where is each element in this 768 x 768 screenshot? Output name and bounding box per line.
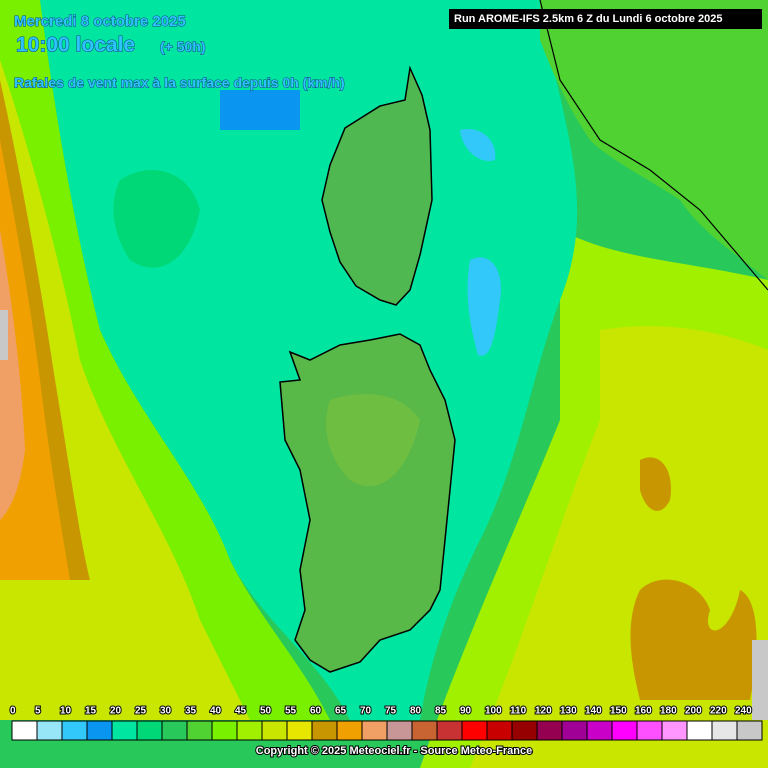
- legend-swatch: [236, 720, 263, 741]
- legend-swatch: [161, 720, 188, 741]
- legend: 0 5 10 15 20 25 30 35 40 45 50 55 60 65 70 75 80 85 90 100 1…: [9, 705, 763, 741]
- legend-swatch: [61, 720, 88, 741]
- legend-swatch: [461, 720, 488, 741]
- legend-label: 140: [585, 706, 602, 717]
- legend-swatch: [186, 720, 213, 741]
- legend-swatch: [486, 720, 513, 741]
- legend-swatch: [211, 720, 238, 741]
- legend-label: 20: [110, 706, 122, 717]
- legend-label: 75: [385, 706, 397, 717]
- legend-swatch: [711, 720, 738, 741]
- legend-swatch: [361, 720, 388, 741]
- forecast-date: Mercredi 8 octobre 2025: [14, 13, 186, 30]
- forecast-time: 10:00 locale: [16, 34, 135, 57]
- legend-label: 120: [535, 706, 552, 717]
- legend-label: 80: [410, 706, 422, 717]
- legend-swatch: [511, 720, 538, 741]
- legend-label: 30: [160, 706, 172, 717]
- legend-label: 110: [510, 706, 527, 717]
- legend-label: 180: [660, 706, 677, 717]
- legend-swatch: [286, 720, 313, 741]
- legend-swatch: [261, 720, 288, 741]
- run-info: Run AROME-IFS 2.5km 6 Z du Lundi 6 octob…: [454, 13, 723, 25]
- legend-label: 130: [560, 706, 577, 717]
- legend-label: 25: [135, 706, 147, 717]
- parameter-title: Rafales de vent max à la surface depuis …: [14, 75, 345, 91]
- legend-swatch: [411, 720, 438, 741]
- legend-label: 65: [335, 706, 347, 717]
- legend-swatch: [736, 720, 763, 741]
- legend-swatch: [11, 720, 38, 741]
- legend-swatch: [86, 720, 113, 741]
- legend-label: 60: [310, 706, 322, 717]
- legend-label: 200: [685, 706, 702, 717]
- legend-swatch: [561, 720, 588, 741]
- legend-label: 55: [285, 706, 297, 717]
- legend-swatch: [661, 720, 688, 741]
- legend-label: 100: [485, 706, 502, 717]
- legend-label: 160: [635, 706, 652, 717]
- legend-swatch: [36, 720, 63, 741]
- legend-label: 45: [235, 706, 247, 717]
- copyright: Copyright © 2025 Meteociel.fr - Source M…: [256, 745, 532, 757]
- legend-label: 15: [85, 706, 97, 717]
- legend-label: 220: [710, 706, 727, 717]
- legend-swatch: [336, 720, 363, 741]
- legend-label: 240: [735, 706, 752, 717]
- legend-swatch: [611, 720, 638, 741]
- legend-swatch: [136, 720, 163, 741]
- legend-swatch: [111, 720, 138, 741]
- legend-swatch: [386, 720, 413, 741]
- legend-swatch: [636, 720, 663, 741]
- legend-label: 50: [260, 706, 272, 717]
- forecast-lead: (+ 50h): [160, 39, 206, 55]
- legend-swatch: [311, 720, 338, 741]
- legend-swatch: [536, 720, 563, 741]
- legend-label: 70: [360, 706, 372, 717]
- legend-label: 5: [35, 706, 41, 717]
- legend-swatch: [436, 720, 463, 741]
- legend-label: 0: [10, 706, 16, 717]
- legend-label: 150: [610, 706, 627, 717]
- legend-label: 90: [460, 706, 472, 717]
- legend-label: 85: [435, 706, 447, 717]
- run-box: [449, 9, 762, 29]
- legend-swatch: [586, 720, 613, 741]
- legend-label: 40: [210, 706, 222, 717]
- legend-label: 35: [185, 706, 197, 717]
- legend-swatch: [686, 720, 713, 741]
- legend-label: 10: [60, 706, 72, 717]
